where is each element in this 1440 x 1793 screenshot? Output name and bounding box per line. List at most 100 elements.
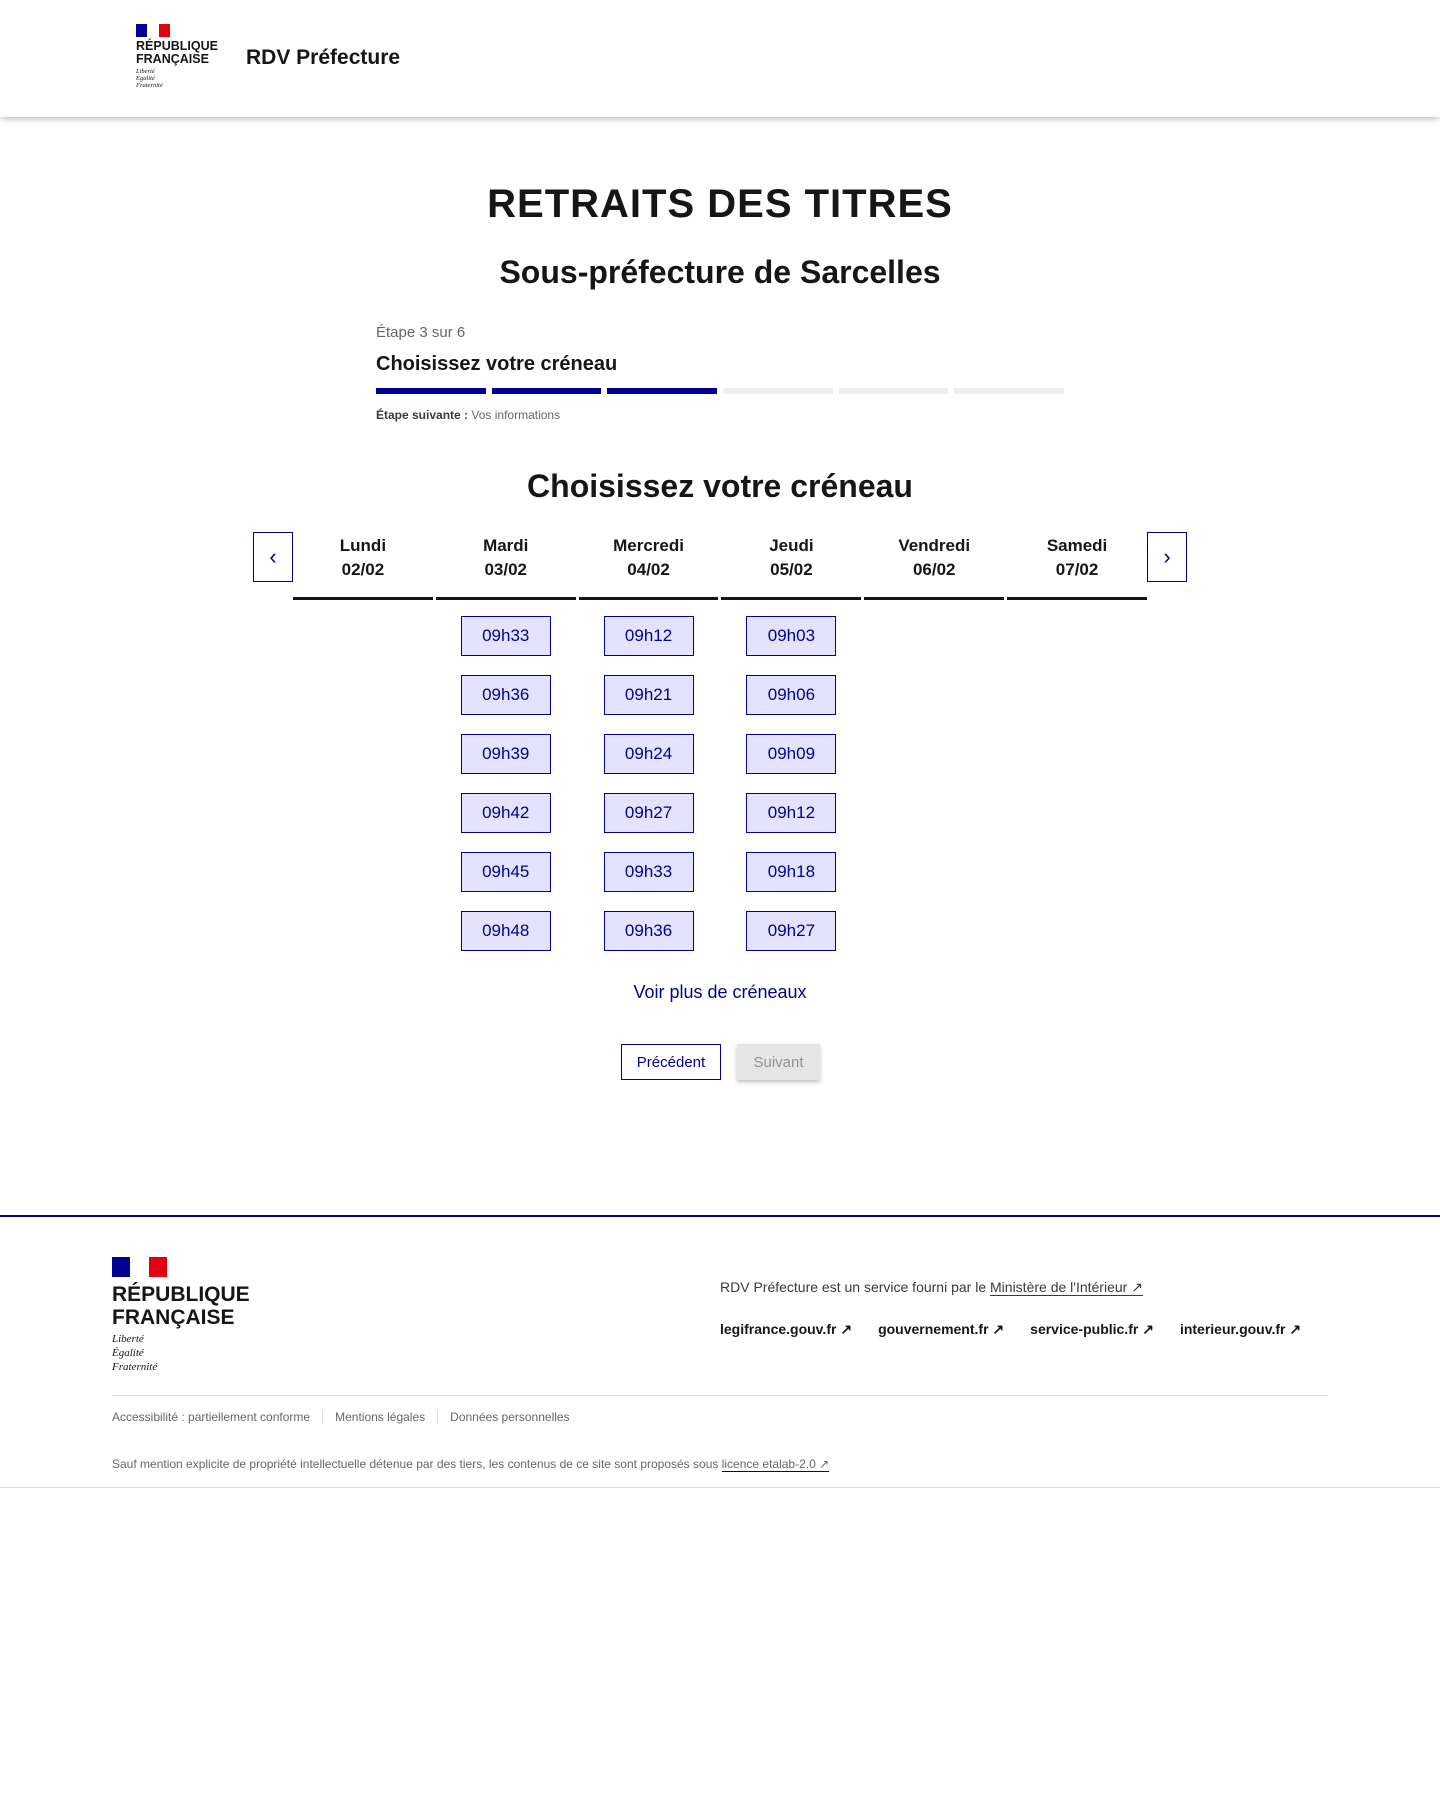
day-name: Lundi [339, 536, 387, 555]
day-header: Mardi 03/02 [435, 532, 576, 600]
ministry-link-text: Ministère de l'Intérieur [990, 1279, 1128, 1295]
external-link-icon: ↗ [992, 1321, 1005, 1337]
time-slot-button[interactable]: 09h12 [746, 793, 837, 833]
time-slot-button[interactable]: 09h42 [460, 793, 551, 833]
devise: Liberté [136, 68, 155, 75]
footer-description-text: RDV Préfecture est un service fourni par… [720, 1279, 991, 1295]
time-slot-button[interactable]: 09h03 [746, 616, 837, 656]
step-title: Choisissez votre créneau [376, 353, 618, 375]
time-slot-button[interactable]: 09h12 [603, 616, 694, 656]
day-header: Vendredi 06/02 [864, 532, 1005, 600]
day-column: Mardi 03/02 09h33 09h36 09h39 09h42 09h45 09h48 [435, 532, 576, 951]
page-title: RETRAITS DES TITRES [487, 182, 953, 226]
time-slot-button[interactable]: 09h39 [460, 734, 551, 774]
republique-francaise-logo[interactable]: RÉPUBLIQUE FRANÇAISE Liberté Égalité Frater… [136, 24, 218, 89]
stepper: Étape 3 sur 6 Choisissez votre créneau É… [376, 324, 1065, 422]
flag-icon [112, 1257, 167, 1277]
step-segment [723, 388, 833, 394]
step-label: Étape 3 sur 6 [376, 324, 466, 341]
step-segment [838, 388, 949, 394]
day-name: Mercredi [613, 536, 684, 555]
divider [112, 1395, 1328, 1396]
step-segment [607, 388, 718, 394]
link-text: legifrance.gouv.fr [720, 1321, 837, 1337]
next-week-button[interactable]: › [1147, 532, 1187, 582]
day-column: Samedi 07/02 [1007, 532, 1147, 951]
chevron-left-icon: ‹ [269, 544, 277, 569]
footer-logo[interactable]: RÉPUBLIQUE FRANÇAISE Liberté Égalité Frater… [112, 1257, 250, 1374]
footer-link-service-public[interactable]: service-public.fr ↗ [1030, 1321, 1154, 1338]
time-slot-button[interactable]: 09h45 [460, 852, 551, 892]
step-segment [954, 388, 1065, 394]
time-slot-button[interactable]: 09h06 [746, 675, 837, 715]
day-column: Lundi 02/02 [293, 532, 433, 951]
next-step-value: Vos informations [471, 408, 561, 422]
day-date: 07/02 [1055, 560, 1099, 579]
link-text: service-public.fr [1030, 1321, 1139, 1337]
time-slot-button[interactable]: 09h27 [603, 793, 694, 833]
external-link-icon: ↗ [840, 1321, 853, 1337]
previous-button[interactable]: Précédent [621, 1044, 721, 1080]
time-slot-button[interactable]: 09h27 [746, 911, 837, 951]
service-name[interactable]: RDV Préfecture [246, 46, 401, 69]
calendar-title: Choisissez votre créneau [527, 468, 913, 504]
day-header: Jeudi 05/02 [721, 532, 862, 600]
time-slot-button[interactable]: 09h33 [460, 616, 551, 656]
day-header: Samedi 07/02 [1007, 532, 1147, 600]
next-step-label: Étape suivante : [376, 408, 469, 422]
devise: Égalité [136, 75, 155, 82]
footer-link-legifrance[interactable]: legifrance.gouv.fr ↗ [720, 1321, 852, 1338]
next-step: Étape suivante : Vos informations [376, 408, 1064, 422]
day-name: Vendredi [898, 536, 971, 555]
next-button[interactable]: Suivant [737, 1044, 820, 1080]
personal-data-link[interactable]: Données personnelles [437, 1410, 581, 1424]
logo-text: RÉPUBLIQUE [112, 1283, 250, 1306]
footer-description: RDV Préfecture est un service fourni par… [720, 1279, 1143, 1296]
external-link-icon: ↗ [1289, 1321, 1302, 1337]
time-slot-button[interactable]: 09h18 [746, 852, 837, 892]
ministry-link[interactable]: Ministère de l'Intérieur ↗ [990, 1279, 1143, 1296]
day-date: 02/02 [341, 560, 385, 579]
license-link[interactable]: licence etalab-2.0 ↗ [721, 1457, 830, 1472]
external-link-icon: ↗ [1142, 1321, 1154, 1337]
more-slots-link[interactable]: Voir plus de créneaux [633, 982, 807, 1002]
chevron-right-icon: › [1163, 544, 1171, 569]
footer-link-interieur[interactable]: interieur.gouv.fr ↗ [1180, 1321, 1301, 1338]
devise: Liberté [112, 1333, 144, 1345]
step-segment [491, 388, 602, 394]
time-slot-button[interactable]: 09h24 [603, 734, 694, 774]
legal-link[interactable]: Mentions légales [322, 1410, 437, 1424]
day-name: Jeudi [769, 536, 814, 555]
calendar: Lundi 02/02 Mardi 03/02 09h33 09h36 09h39 09h42… [293, 532, 1147, 951]
site-header: RÉPUBLIQUE FRANÇAISE Liberté Égalité Frater… [0, 0, 1440, 117]
time-slot-button[interactable]: 09h09 [746, 734, 837, 774]
accessibility-link[interactable]: Accessibilité : partiellement conforme [112, 1410, 311, 1424]
time-slot-button[interactable]: 09h36 [460, 675, 551, 715]
day-date: 04/02 [627, 560, 670, 579]
page-subtitle: Sous-préfecture de Sarcelles [499, 254, 941, 290]
step-segment [376, 388, 486, 394]
external-link-icon: ↗ [819, 1457, 830, 1471]
time-slot-button[interactable]: 09h36 [603, 911, 694, 951]
link-text: interieur.gouv.fr [1179, 1321, 1286, 1337]
time-slot-button[interactable]: 09h21 [603, 675, 694, 715]
license-link-text: licence etalab-2.0 [721, 1457, 816, 1471]
day-header: Lundi 02/02 [293, 532, 433, 600]
footer-link-gouvernement[interactable]: gouvernement.fr ↗ [878, 1321, 1004, 1338]
flag-icon [136, 24, 170, 37]
day-date: 05/02 [770, 560, 813, 579]
day-column: Vendredi 06/02 [864, 532, 1005, 951]
day-name: Samedi [1046, 536, 1108, 555]
link-text: gouvernement.fr [878, 1321, 989, 1337]
time-slot-button[interactable]: 09h48 [460, 911, 551, 951]
day-header: Mercredi 04/02 [578, 532, 719, 600]
previous-week-button[interactable]: ‹ [253, 532, 293, 582]
devise: Égalité [112, 1347, 144, 1359]
logo-text: RÉPUBLIQUE [136, 39, 218, 53]
time-slot-button[interactable]: 09h33 [603, 852, 694, 892]
devise: Fraternité [136, 82, 163, 89]
logo-text: FRANÇAISE [136, 52, 209, 66]
day-date: 06/02 [912, 560, 956, 579]
external-link-icon: ↗ [1131, 1279, 1143, 1295]
site-footer: RÉPUBLIQUE FRANÇAISE Liberté Égalité Frater… [0, 1215, 1440, 1488]
